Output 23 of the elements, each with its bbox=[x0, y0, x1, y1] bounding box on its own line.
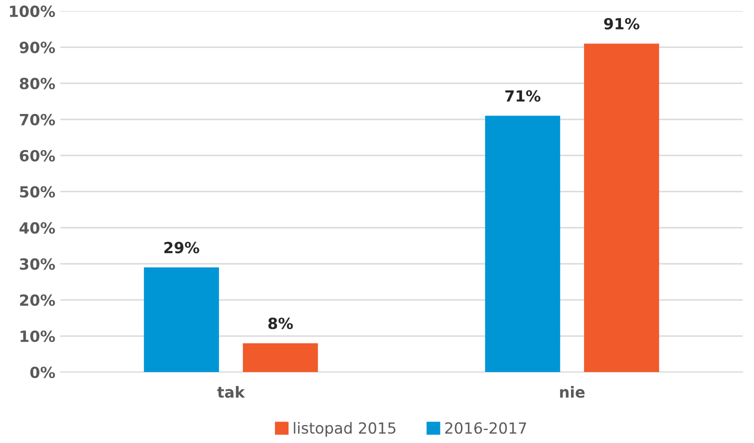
legend-label: listopad 2015 bbox=[294, 422, 396, 437]
y-tick-label: 30% bbox=[20, 258, 55, 270]
bar bbox=[144, 267, 219, 372]
y-tick-label: 70% bbox=[20, 114, 55, 126]
y-tick-label: 10% bbox=[20, 330, 55, 342]
y-tick-label: 60% bbox=[20, 150, 55, 162]
bar bbox=[584, 44, 660, 372]
y-tick-label: 80% bbox=[20, 78, 55, 90]
y-tick-label: 40% bbox=[20, 222, 55, 234]
data-label: 91% bbox=[604, 18, 640, 30]
legend-label: 2016-2017 bbox=[445, 422, 526, 434]
y-tick-label: 90% bbox=[20, 42, 55, 54]
y-tick-label: 0% bbox=[30, 366, 55, 378]
data-label: 71% bbox=[505, 90, 540, 102]
bar bbox=[242, 343, 318, 372]
y-tick-label: 20% bbox=[20, 294, 55, 306]
y-tick-label: 50% bbox=[20, 186, 55, 198]
data-label: 8% bbox=[268, 318, 293, 330]
data-label: 29% bbox=[164, 242, 200, 254]
x-tick-label: tak bbox=[217, 386, 246, 398]
bar bbox=[485, 116, 560, 372]
x-tick-label: nie bbox=[560, 386, 585, 398]
y-tick-label: 100% bbox=[10, 6, 55, 18]
